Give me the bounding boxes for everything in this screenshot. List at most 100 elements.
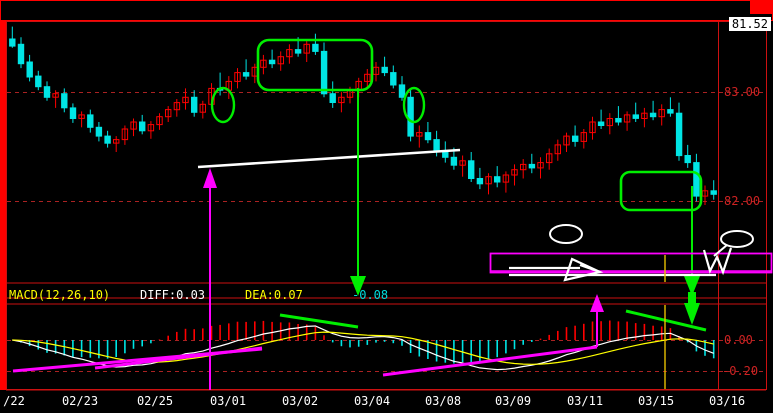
candle-body	[303, 43, 310, 54]
candle-body	[191, 96, 198, 113]
bearish-divergence-arrow-right	[684, 186, 700, 296]
candle-body	[182, 96, 189, 104]
zigzag-callout	[713, 230, 754, 257]
candle-body	[658, 109, 665, 118]
candle-body	[597, 121, 605, 126]
candle-body	[268, 59, 276, 65]
candle-body	[528, 163, 536, 169]
candle-body	[381, 66, 388, 74]
candle-body	[78, 114, 85, 119]
candle-body	[424, 132, 432, 141]
candle-body	[156, 116, 163, 126]
candle-body	[520, 163, 527, 171]
macd-diff-value: DIFF:0.03	[140, 288, 206, 302]
rising-trendline	[197, 148, 461, 169]
candle-body	[667, 109, 674, 114]
candle-body	[52, 93, 59, 98]
white-marker-circle	[549, 224, 583, 244]
candle-body	[260, 59, 267, 68]
candle-body	[147, 124, 155, 132]
candlestick-series	[9, 26, 717, 205]
candle-body	[61, 93, 68, 109]
top-right-red-bar	[750, 0, 773, 14]
x-axis-label: /22	[3, 394, 25, 408]
candle-body	[416, 132, 423, 137]
x-axis-label: 03/02	[281, 394, 319, 408]
candle-body	[104, 135, 111, 144]
candle-body	[641, 112, 648, 119]
candle-body	[364, 73, 371, 82]
x-axis-label: 03/01	[209, 394, 247, 408]
candle-body	[312, 43, 319, 52]
candle-body	[234, 72, 241, 82]
x-axis-label: 03/08	[424, 394, 462, 408]
candle-body	[632, 114, 639, 119]
candle-body	[242, 72, 250, 77]
candle-body	[121, 128, 129, 141]
candle-body	[294, 49, 302, 54]
candle-body	[329, 93, 336, 103]
candle-body	[554, 144, 561, 155]
wedge-pattern	[563, 257, 604, 282]
candle-body	[165, 109, 172, 118]
candle-body	[173, 102, 181, 111]
macd-bearish-arrow	[684, 292, 700, 325]
candle-body	[615, 118, 622, 123]
macd-falling-trendline-left	[279, 313, 359, 329]
candle-body	[468, 160, 475, 180]
candle-body	[390, 72, 397, 86]
x-axis-label: 02/25	[136, 394, 174, 408]
candle-body	[589, 121, 596, 134]
x-axis-label: 03/15	[637, 394, 675, 408]
candle-body	[675, 112, 683, 157]
candle-body	[199, 103, 207, 113]
panel-frames	[6, 21, 767, 391]
candle-body	[17, 43, 25, 65]
candle-body	[693, 162, 700, 197]
candle-body	[476, 178, 484, 185]
bearish-divergence-arrow	[350, 88, 366, 296]
top-consolidation-box	[256, 38, 374, 92]
candle-body	[485, 176, 492, 185]
macd-rising-trendline-right	[382, 345, 598, 377]
candle-body	[69, 107, 77, 120]
candle-body	[277, 56, 285, 65]
macd-gridlines	[7, 340, 766, 372]
candle-body	[710, 190, 717, 195]
candle-body	[130, 121, 137, 130]
candle-body	[398, 84, 406, 98]
candle-body	[139, 121, 146, 132]
price-axis-label-83: 83.00	[724, 85, 761, 99]
candle-body	[35, 75, 42, 88]
candle-body	[649, 112, 657, 118]
candle-body	[572, 135, 579, 142]
x-axis-label: 03/04	[353, 394, 391, 408]
candle-body	[113, 139, 120, 144]
macd-axis-label-0: 0.00	[724, 333, 753, 347]
price-gridlines	[7, 92, 766, 202]
left-reversal-circle	[210, 86, 236, 124]
candle-body	[606, 118, 613, 127]
candle-body	[320, 50, 328, 95]
support-resistance-zone	[489, 252, 773, 274]
x-axis-label: 03/09	[494, 394, 532, 408]
candle-body	[450, 156, 458, 166]
candle-body	[623, 114, 631, 123]
macd-osc-value: -0.08	[352, 288, 389, 302]
left-red-bar	[0, 21, 6, 390]
candle-body	[338, 96, 345, 104]
macd-falling-trendline-right	[625, 309, 707, 332]
candle-body	[286, 49, 293, 58]
candle-body	[563, 135, 570, 146]
candle-body	[537, 162, 544, 169]
x-axis-label: 03/16	[708, 394, 746, 408]
candle-body	[502, 174, 510, 183]
x-axis-label: 03/11	[566, 394, 604, 408]
candle-body	[26, 61, 33, 78]
right-consolidation-box	[619, 170, 703, 212]
macd-rising-trendline-left2	[94, 346, 263, 370]
last-price-badge: 81.52	[728, 17, 771, 31]
candle-body	[580, 132, 587, 142]
macd-indicator-name[interactable]: MACD(12,26,10)	[9, 288, 111, 302]
